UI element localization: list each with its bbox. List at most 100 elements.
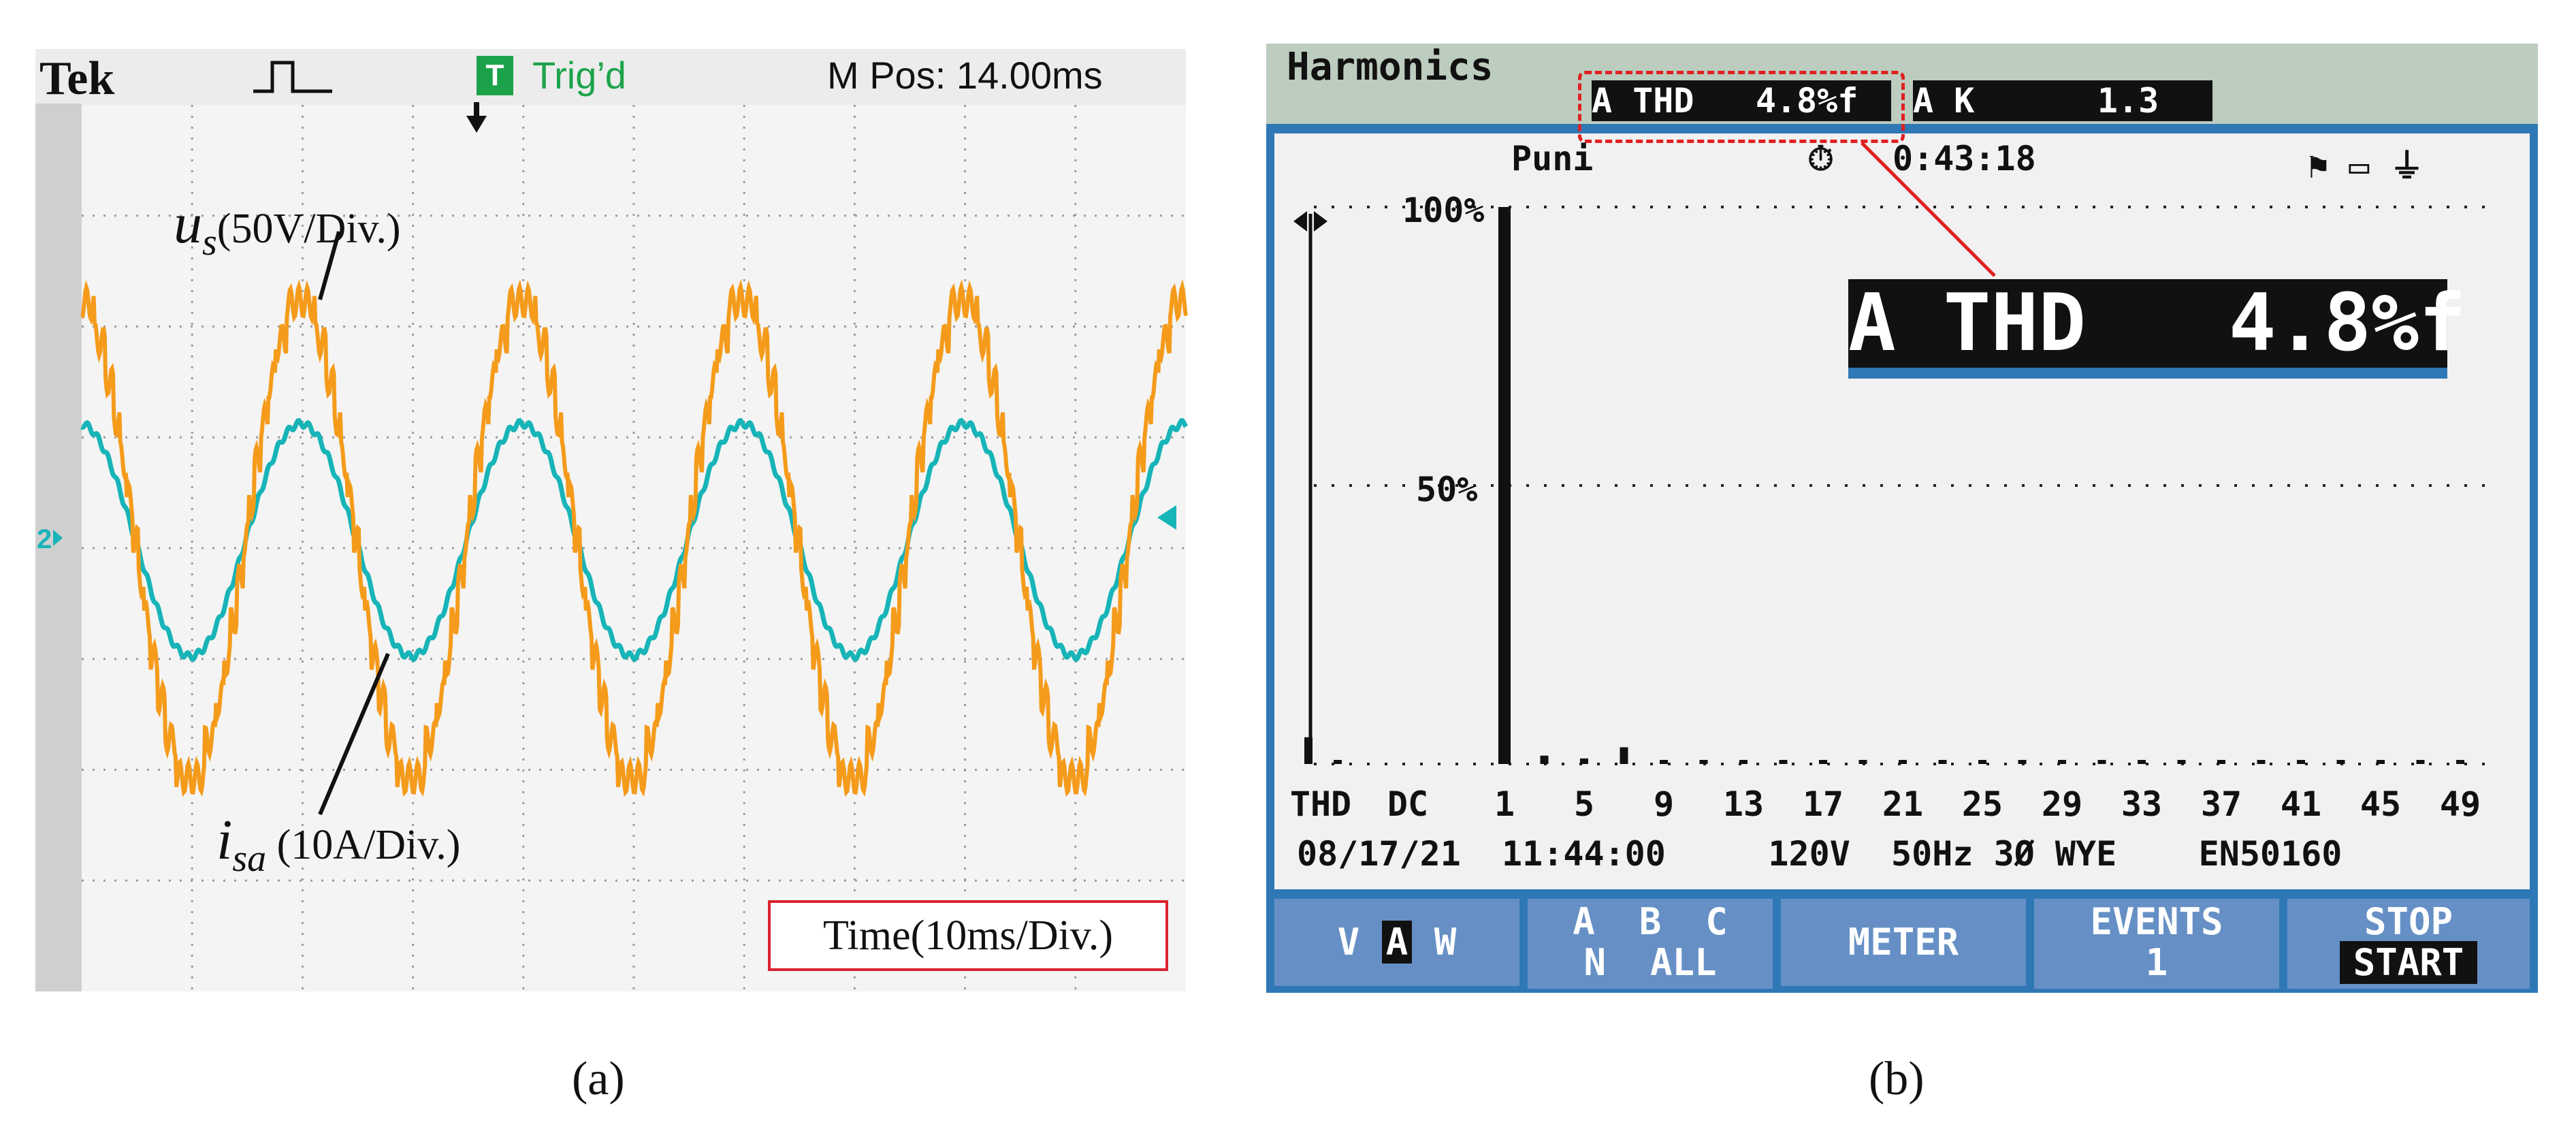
oscilloscope-screen [35,49,1186,991]
thd-highlight-box [1578,71,1905,143]
us-symbol: u [174,192,202,255]
harmonic-bar-11 [1699,760,1708,764]
harmonic-bar-31 [2097,760,2106,764]
us-subscript: s [202,221,217,264]
x-tick-41: 41 [2281,784,2321,824]
harmonic-bar-25 [1978,760,1986,764]
y-tick-50: 50% [1416,470,1478,509]
k-factor-readout: A K 1.3 [1913,80,2212,121]
footer-frequency: 50Hz [1891,834,1974,874]
softkey-vaw[interactable]: V A W [1274,899,1519,986]
x-tick-49: 49 [2440,784,2481,824]
harmonic-bar-45 [2377,760,2385,764]
x-tick-25: 25 [1962,784,2003,824]
isa-waveform [80,417,1188,663]
footer-config: 3Ø WYE [1993,834,2117,874]
harmonics-bars [1304,207,2464,764]
us-unit: (50V/Div.) [216,206,401,252]
channel-2-marker: 2 [37,524,52,554]
softkey-events[interactable]: EVENTS 1 [2034,899,2279,989]
trigger-position-stem [474,102,479,117]
harmonic-bar-THD [1304,737,1313,764]
scope-plot [53,102,1188,991]
softkey-meter[interactable]: METER [1781,899,2026,986]
softkey-stop-start[interactable]: STOP START [2287,899,2530,989]
softkey-vaw-v: V [1337,921,1360,964]
softkey-phase-line1: A B C [1573,900,1728,943]
thd-big-underline [1848,368,2447,379]
harmonics-x-ticks: THD DC 1 5 9 13 17 21 25 29 33 37 41 45 49 [1290,784,2481,824]
x-tick-17: 17 [1803,784,1844,824]
clock-icon: ⏱ [1807,139,1834,178]
x-tick-21: 21 [1882,784,1923,824]
harmonic-bar-21 [1899,760,1907,764]
mode-label: Puni [1511,139,1594,178]
scope-header-bar [35,49,1186,105]
trigger-pulse-icon [253,61,332,93]
brand-label: Tek [39,52,115,105]
x-tick-45: 45 [2360,784,2401,824]
scope-left-strip [35,104,82,991]
harmonic-bar-43 [2336,760,2345,764]
softkey-vaw-a: A [1381,921,1413,964]
thd-big-readout: A THD 4.8%f [1848,277,2466,369]
caption-a: (a) [572,1053,625,1105]
softkey-events-label: EVENTS [2090,900,2223,943]
isa-pointer-line [318,652,390,816]
x-tick-DC: DC [1387,784,1428,824]
us-pointer-line [318,231,341,300]
thd-mini-readout: A THD 4.8%f [1592,80,1891,121]
footer-time: 11:44:00 [1502,834,1666,874]
footer-voltage: 120V [1768,834,1850,874]
footer-date: 08/17/21 [1297,834,1461,874]
harmonic-bar-7 [1620,747,1628,764]
harmonic-bar-39 [2257,760,2266,764]
harmonic-bar-17 [1819,760,1827,764]
x-tick-13: 13 [1723,784,1764,824]
harmonic-bar-37 [2217,760,2225,764]
softkey-start: START [2339,941,2478,984]
harmonic-bar-19 [1858,760,1867,764]
harmonic-bar-3 [1540,755,1549,764]
isa-unit: (10A/Div.) [266,822,461,868]
x-tick-29: 29 [2042,784,2082,824]
timebase-label: Time(10ms/Div.) [768,900,1168,971]
harmonic-bar-15 [1779,760,1788,764]
softkey-phase[interactable]: A B C N ALL [1528,899,1773,989]
status-footer: 08/17/21 11:44:00 120V 50Hz 3Ø WYE EN501… [1297,834,2342,874]
harmonic-bar-23 [1938,760,1947,764]
x-tick-1: 1 [1494,784,1515,824]
softkey-vaw-w: W [1434,921,1457,964]
analyzer-title: Harmonics [1287,45,1494,89]
channel-2-ground-arrow [53,530,63,546]
m-pos-readout: M Pos: 14.00ms [827,54,1103,97]
thd-callout-line [1861,142,1996,277]
x-tick-THD: THD [1290,784,1351,824]
harmonic-bar-49 [2456,760,2464,764]
us-label: us(50V/Div.) [174,191,401,264]
us-waveform [80,279,1188,797]
harmonic-bar-33 [2138,760,2146,764]
isa-label: isa (10A/Div.) [216,807,460,880]
harmonic-bar-9 [1660,760,1668,764]
x-tick-5: 5 [1574,784,1594,824]
isa-subscript: sa [232,837,267,880]
footer-standard: EN50160 [2198,834,2342,874]
harmonic-bar-29 [2058,760,2066,764]
flag-icon: ⚑ [2308,146,2329,186]
harmonic-bar-35 [2177,760,2186,764]
softkey-stop: STOP [2364,900,2453,943]
status-icons: ⚑ ▭ ⏚ [2308,139,2424,188]
trigger-level-arrow [1157,505,1176,530]
x-tick-33: 33 [2121,784,2162,824]
harmonic-bar-47 [2416,760,2425,764]
x-tick-37: 37 [2201,784,2242,824]
caption-b: (b) [1869,1053,1925,1105]
harmonic-bar-DC [1334,760,1342,764]
memory-icon: ▭ [2349,146,2370,186]
harmonic-bar-13 [1739,760,1748,764]
isa-symbol: i [216,808,233,872]
softkey-phase-line2: N ALL [1583,941,1717,984]
cursor-right-arrow [1314,211,1327,232]
mains-plug-icon: ⏚ [2389,146,2424,186]
